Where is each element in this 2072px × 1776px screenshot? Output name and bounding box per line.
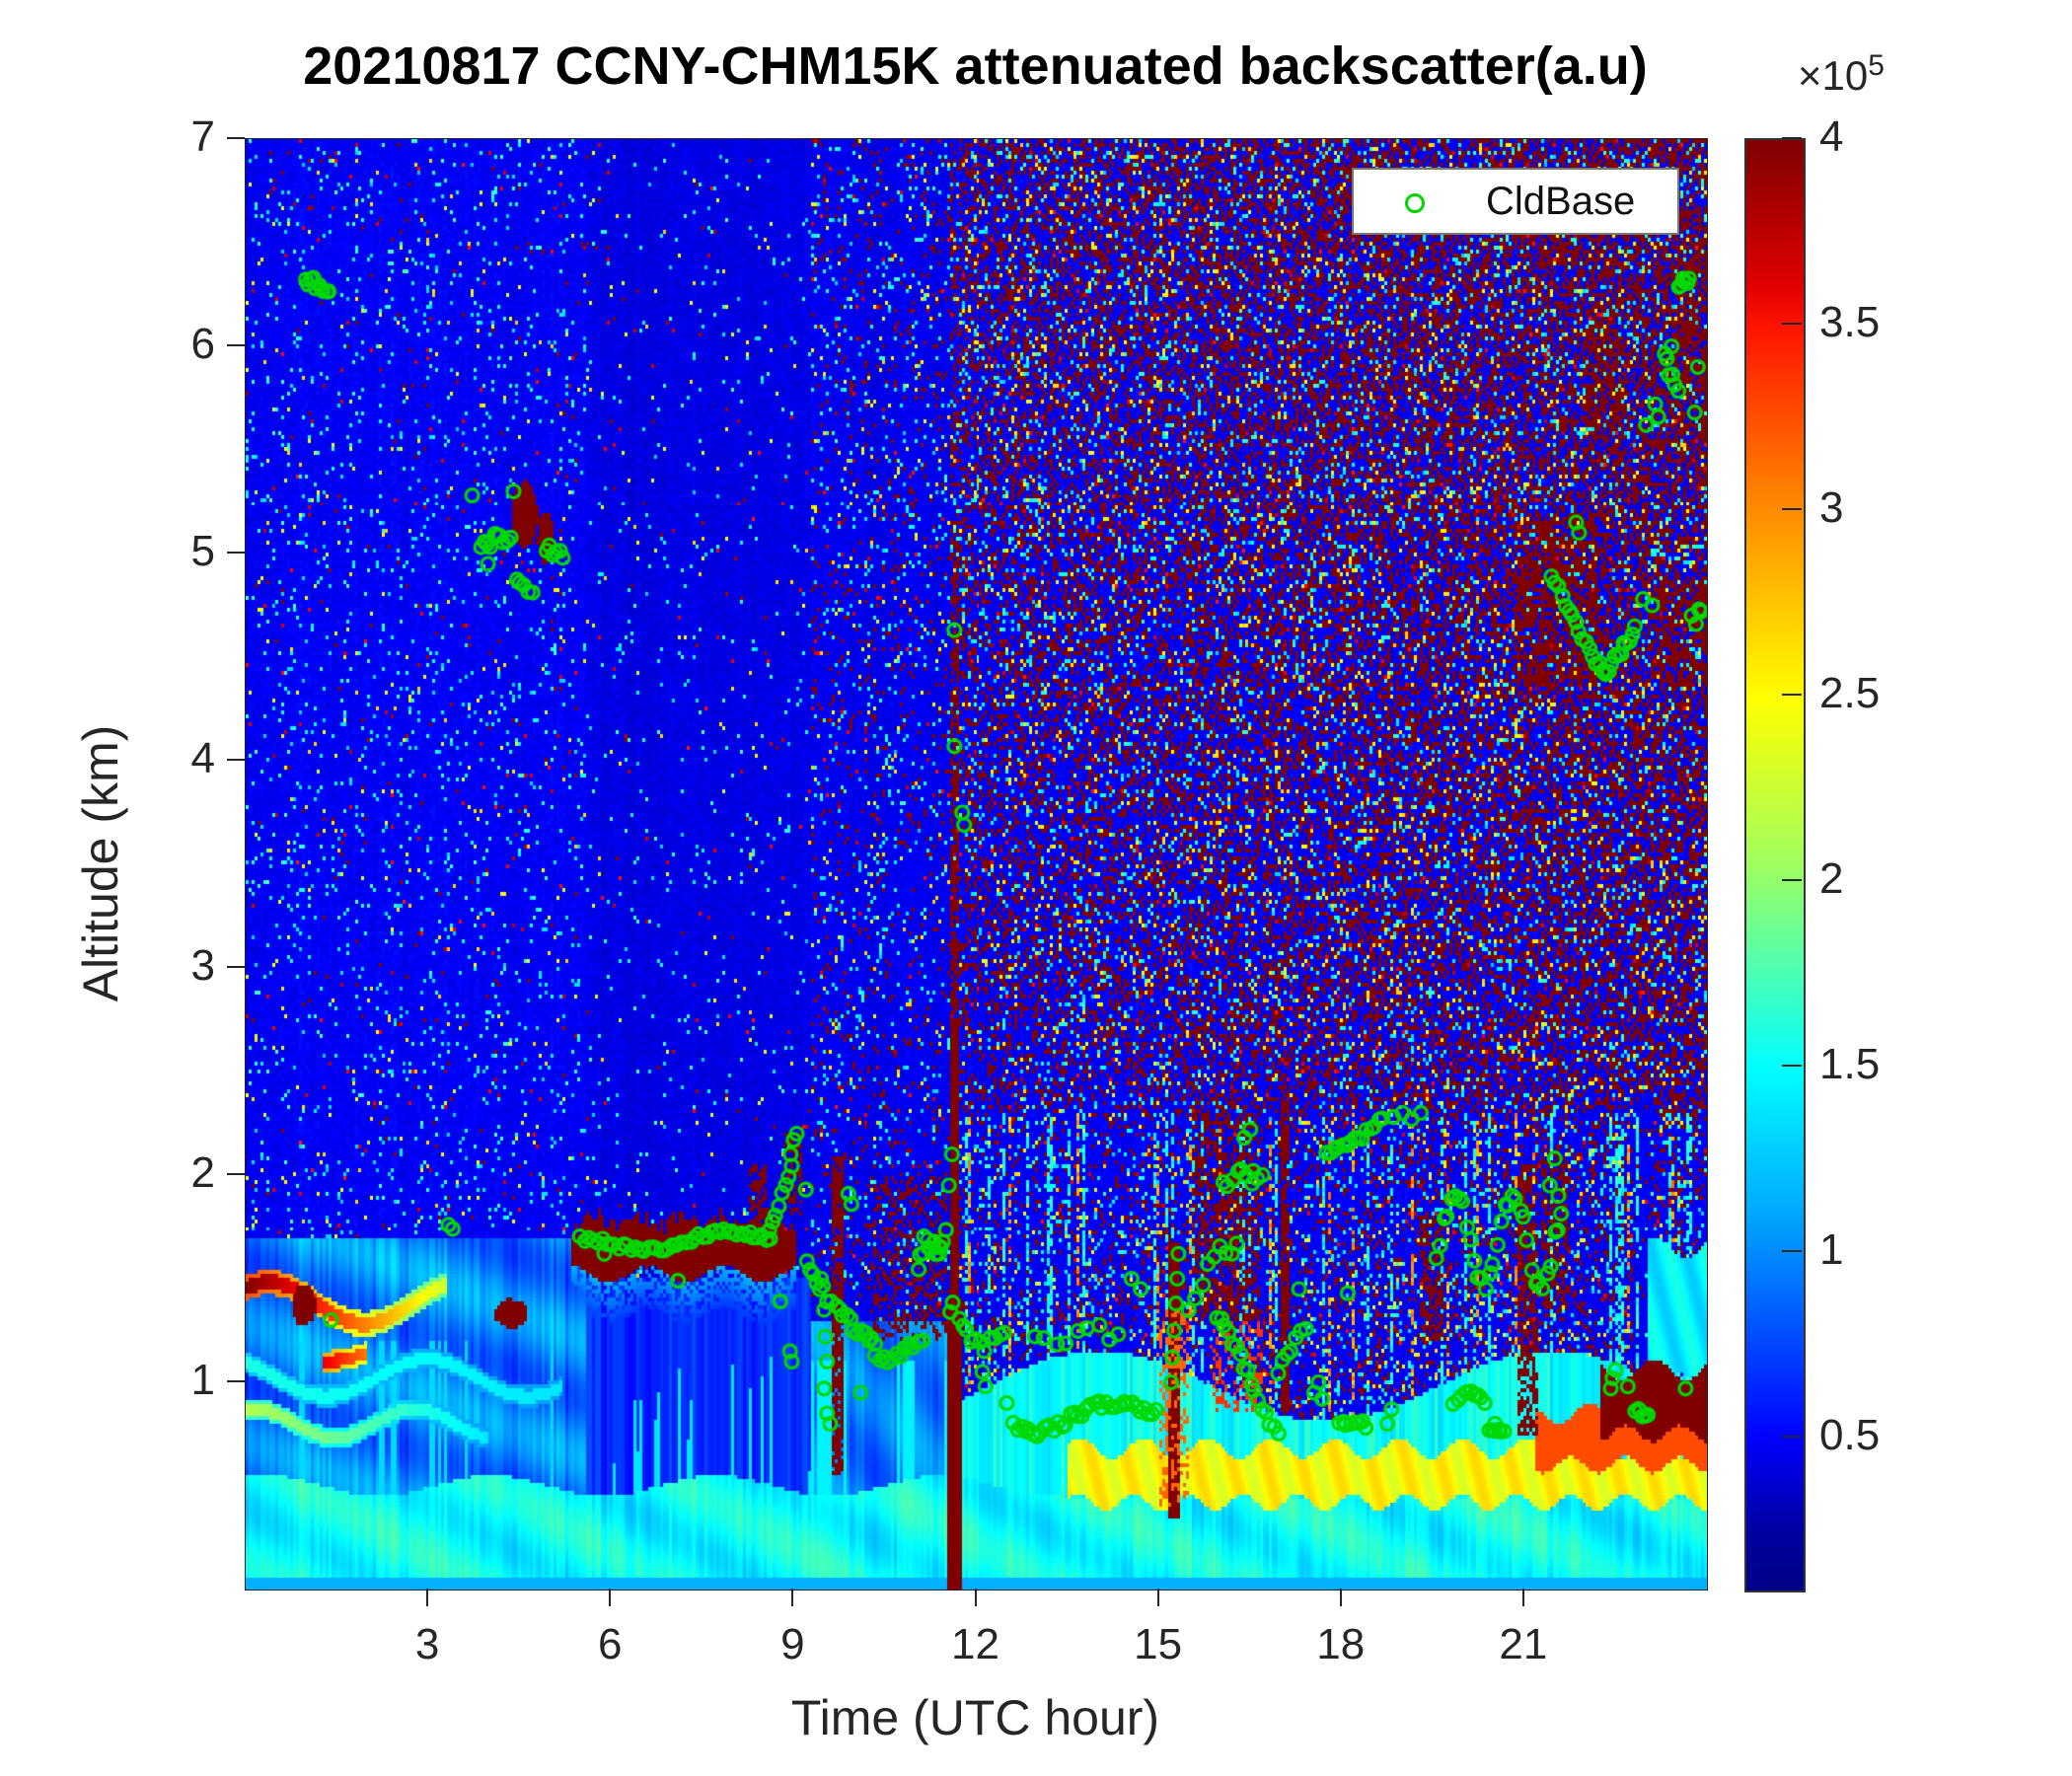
x-tick-mark — [1521, 1589, 1524, 1606]
y-axis-label: Altitude (km) — [73, 724, 128, 1002]
colorbar-tick-mark — [1782, 137, 1802, 139]
x-tick-mark — [791, 1589, 794, 1606]
y-tick-label: 6 — [190, 320, 215, 368]
x-tick-label: 3 — [414, 1620, 440, 1668]
x-tick-mark — [426, 1589, 429, 1606]
colorbar-tick-label: 1 — [1819, 1224, 1844, 1274]
y-tick-mark — [227, 1173, 245, 1175]
x-tick-label: 15 — [1134, 1620, 1183, 1668]
y-tick-mark — [227, 137, 245, 139]
x-tick-label: 18 — [1316, 1620, 1366, 1668]
chart-title: 20210817 CCNY-CHM15K attenuated backscat… — [303, 37, 1648, 96]
y-tick-label: 3 — [190, 941, 215, 990]
colorbar-tick-label: 3 — [1819, 482, 1844, 532]
colorbar-tick-label: 4 — [1819, 112, 1844, 161]
colorbar-tick-mark — [1782, 878, 1802, 881]
x-tick-mark — [974, 1589, 977, 1606]
colorbar-tick-label: 3.5 — [1819, 297, 1881, 346]
x-tick-label: 9 — [780, 1620, 805, 1668]
x-axis-label: Time (UTC hour) — [790, 1690, 1160, 1745]
cldbase-marker-icon — [1405, 193, 1425, 213]
x-tick-label: 6 — [598, 1620, 623, 1668]
colorbar-tick-mark — [1782, 322, 1802, 325]
colorbar-tick-label: 2 — [1819, 853, 1844, 903]
colorbar-tick-label: 0.5 — [1819, 1410, 1881, 1459]
heatmap-canvas — [245, 138, 1708, 1591]
y-tick-label: 2 — [190, 1148, 215, 1197]
y-tick-label: 1 — [190, 1356, 215, 1404]
y-tick-mark — [227, 759, 245, 761]
colorbar-exponent-prefix: ×10 — [1798, 52, 1869, 99]
colorbar-tick-mark — [1782, 507, 1802, 510]
colorbar-exponent-power: 5 — [1868, 49, 1885, 82]
colorbar-tick-label: 1.5 — [1819, 1039, 1881, 1088]
colorbar-tick-mark — [1782, 1435, 1802, 1438]
y-tick-mark — [227, 552, 245, 554]
y-tick-mark — [227, 344, 245, 346]
x-tick-label: 12 — [951, 1620, 999, 1668]
colorbar-exponent: ×105 — [1798, 49, 1885, 100]
colorbar-tick-mark — [1782, 693, 1802, 696]
x-tick-mark — [1339, 1589, 1342, 1606]
colorbar — [1744, 138, 1806, 1592]
legend-label: CldBase — [1486, 180, 1636, 223]
x-tick-label: 21 — [1499, 1620, 1548, 1668]
x-tick-mark — [1156, 1589, 1159, 1606]
y-tick-mark — [227, 1380, 245, 1382]
colorbar-tick-mark — [1782, 1249, 1802, 1252]
x-tick-mark — [609, 1589, 612, 1606]
y-tick-mark — [227, 966, 245, 968]
y-tick-label: 5 — [190, 527, 215, 575]
colorbar-tick-label: 2.5 — [1819, 668, 1881, 717]
legend-box: CldBase — [1352, 168, 1679, 235]
y-tick-label: 4 — [190, 734, 215, 782]
colorbar-tick-mark — [1782, 1064, 1802, 1067]
y-tick-label: 7 — [190, 112, 215, 161]
